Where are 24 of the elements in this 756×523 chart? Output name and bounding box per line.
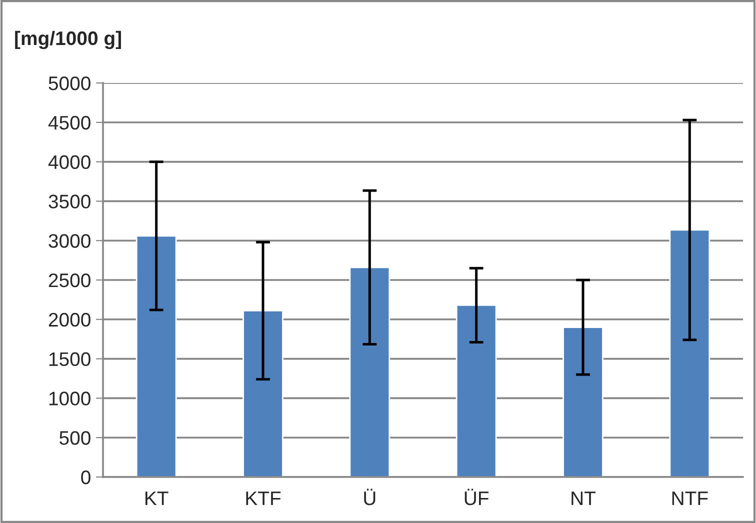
bar [349, 266, 390, 477]
bar [456, 304, 497, 477]
y-tick-label: 0 [81, 470, 90, 484]
x-tick-label: NTF [672, 492, 708, 505]
y-tick-label: 4500 [48, 116, 90, 130]
x-tick-label: NT [572, 492, 596, 505]
y-axis-title: [mg/1000 g] [15, 30, 121, 50]
x-tick-label: Ü [364, 488, 376, 506]
y-tick-label: 4000 [48, 155, 90, 170]
y-tick-label: 2500 [48, 273, 90, 288]
bar [136, 235, 177, 477]
bar [242, 310, 284, 477]
y-tick-label: 500 [60, 431, 90, 445]
y-tick-label: 3500 [48, 194, 90, 208]
y-tick-label: 2000 [48, 312, 90, 327]
bar [562, 326, 604, 477]
y-tick-label: 3000 [48, 234, 90, 248]
x-tick-label: KT [146, 492, 168, 505]
x-tick-label: ÜF [464, 488, 489, 506]
x-tick-label: KTF [246, 492, 281, 505]
bar [669, 229, 710, 477]
y-tick-label: 1000 [49, 392, 90, 406]
y-tick-label: 5000 [48, 76, 90, 90]
y-tick-label: 1500 [49, 352, 90, 366]
